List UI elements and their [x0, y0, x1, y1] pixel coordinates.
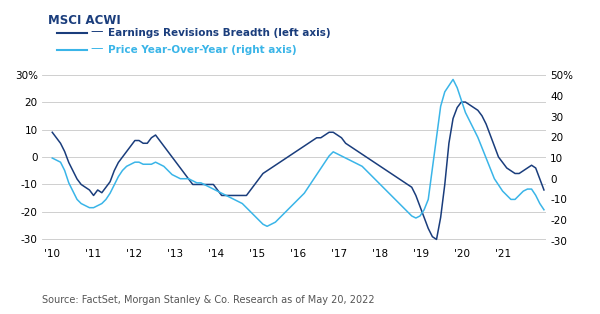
Text: Source: FactSet, Morgan Stanley & Co. Research as of May 20, 2022: Source: FactSet, Morgan Stanley & Co. Re…: [42, 295, 374, 305]
Text: —: —: [90, 25, 103, 38]
Text: Earnings Revisions Breadth (left axis): Earnings Revisions Breadth (left axis): [108, 28, 331, 38]
Text: Price Year-Over-Year (right axis): Price Year-Over-Year (right axis): [108, 45, 296, 55]
Text: —: —: [90, 42, 103, 55]
Text: MSCI ACWI: MSCI ACWI: [48, 14, 121, 27]
